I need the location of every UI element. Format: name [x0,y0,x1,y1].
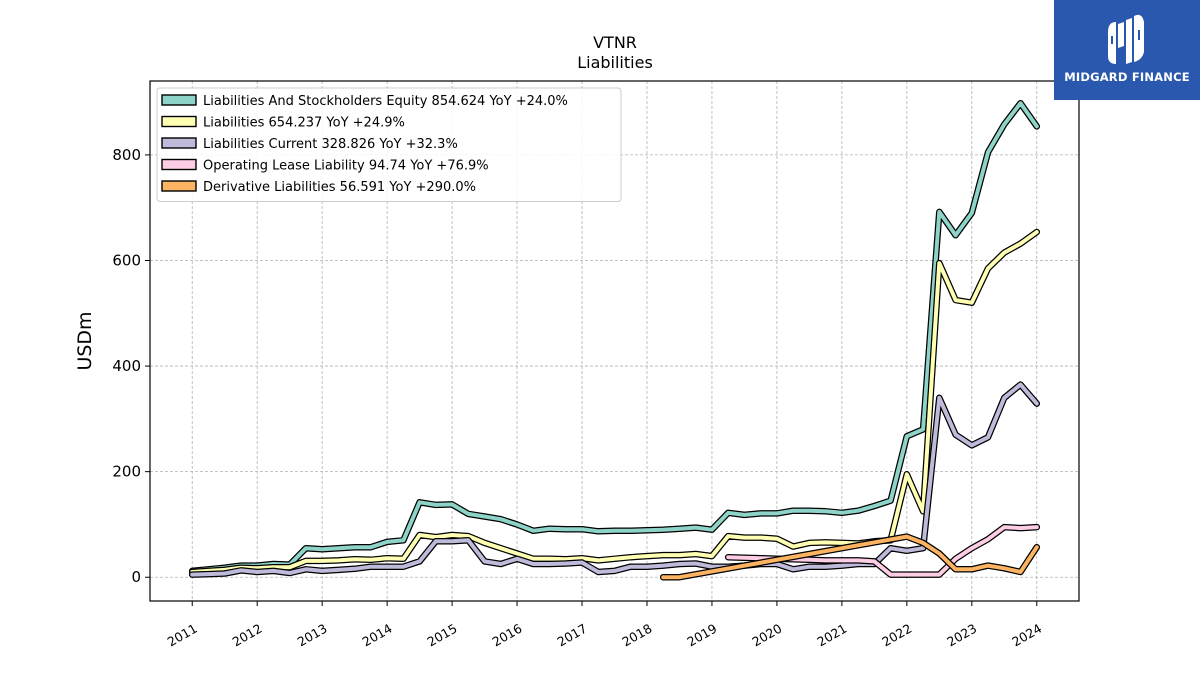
series-line [188,99,1041,575]
x-axis-ticks: 2011 2012 2013 2014 2015 2016 2017 2018 2019 2020… [165,601,1044,650]
plot-frame [149,80,1080,602]
brand-logo: MIDGARD FINANCE [1054,0,1200,100]
series-line [188,381,1041,578]
series-line [659,533,1041,581]
series-line-outline [188,228,1041,576]
x-tick-label: 2023 [944,621,979,650]
series-line-stroke [190,382,1039,577]
series-line [188,228,1041,576]
x-tick-label: 2020 [749,621,784,650]
x-tick-label: 2016 [490,621,525,650]
x-tick-label: 2017 [554,621,589,650]
y-tick-label: 200 [112,463,141,481]
legend-label: Liabilities Current 328.826 YoY +32.3% [203,137,458,152]
chart-title: VTNR [593,33,637,52]
x-tick-label: 2021 [814,621,849,650]
y-axis-label: USDm [74,311,96,370]
brand-logo-icon [1108,14,1144,64]
y-tick-label: 800 [112,146,141,164]
legend-swatch [161,180,197,192]
legend-label: Liabilities And Stockholders Equity 854.… [203,94,568,109]
legend-swatch [161,94,197,106]
x-tick-label: 2022 [879,621,914,650]
y-tick-label: 600 [112,251,141,269]
legend-swatch [161,137,197,149]
y-tick-label: 0 [131,568,141,586]
legend-swatch [161,115,197,128]
x-tick-label: 2024 [1009,621,1044,650]
legend-label: Derivative Liabilities 56.591 YoY +290.0… [203,180,476,195]
series-line-stroke [190,101,1039,573]
legend-box [156,87,622,202]
x-tick-label: 2011 [165,621,200,650]
series-lines [188,99,1041,581]
x-tick-label: 2018 [619,621,654,650]
chart-legend: Liabilities And Stockholders Equity 854.… [156,87,622,202]
y-tick-label: 400 [112,357,141,375]
legend-swatch [161,158,197,171]
x-tick-label: 2015 [425,621,460,650]
x-tick-label: 2013 [295,621,330,650]
x-tick-label: 2014 [360,621,395,650]
x-tick-label: 2012 [230,621,265,650]
brand-name: MIDGARD FINANCE [1064,70,1190,84]
legend-label: Liabilities 654.237 YoY +24.9% [203,116,405,131]
x-tick-label: 2019 [684,621,719,650]
series-line-stroke [190,230,1039,574]
chart-subtitle: Liabilities [577,53,653,72]
y-axis-ticks: 0 200 400 600 800 [112,146,150,586]
series-line-stroke [661,534,1039,580]
legend-label: Operating Lease Liability 94.74 YoY +76.… [203,159,489,174]
